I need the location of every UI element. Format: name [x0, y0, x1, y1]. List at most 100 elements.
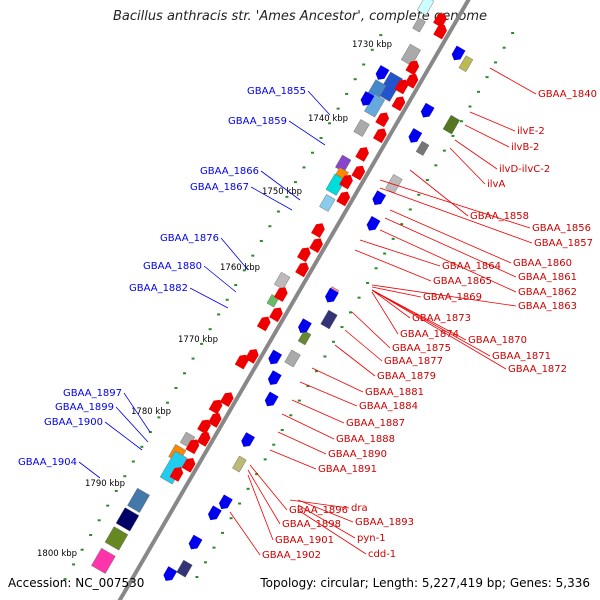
tick-right: [174, 386, 178, 389]
gene-label-right: GBAA_1881: [365, 387, 424, 398]
label-connector-right: [371, 289, 491, 357]
tick-right: [114, 489, 118, 492]
label-connector-right: [354, 249, 432, 282]
reverse-gene-arrow: [267, 370, 282, 385]
accession-label: Accession: NC_007530: [8, 576, 145, 590]
gene-label-right: GBAA_1879: [377, 371, 436, 382]
forward-gene-arrow: [405, 60, 420, 76]
forward-gene-arrow: [394, 79, 409, 95]
tick-right: [234, 284, 238, 287]
tick-left: [477, 90, 481, 93]
gene-label-right: GBAA_1865: [433, 276, 492, 287]
forward-gene-arrow: [234, 354, 249, 370]
label-connector-left: [104, 421, 143, 451]
gene-label-right: GBAA_1863: [518, 301, 577, 312]
gene-feature-block: [176, 559, 193, 578]
tick-right: [217, 313, 221, 316]
reverse-gene-arrow: [241, 432, 255, 447]
gene-label-right: pyn-1: [357, 533, 386, 544]
label-connector-right: [297, 504, 356, 539]
label-connector-right: [384, 217, 517, 278]
gene-feature-block: [442, 114, 460, 135]
label-connector-right: [359, 239, 441, 267]
tick-right: [251, 254, 255, 257]
tick-right: [191, 357, 195, 360]
gene-label-right: dra: [351, 503, 368, 514]
gene-label-right: GBAA_1887: [346, 418, 405, 429]
gene-label-left: GBAA_1859: [228, 116, 287, 127]
label-connector-right: [489, 67, 537, 95]
gene-label-left: GBAA_1876: [160, 233, 219, 244]
label-connector-right: [449, 147, 486, 185]
tick-right: [276, 210, 280, 213]
label-connector-right: [379, 179, 531, 229]
reverse-gene-arrow: [408, 128, 423, 143]
gene-feature-block: [297, 330, 312, 346]
label-connector-right: [371, 289, 411, 319]
tick-left: [383, 252, 387, 255]
gene-label-right: GBAA_1874: [400, 329, 459, 340]
reverse-gene-arrow: [451, 45, 466, 61]
kbp-label: 1730 kbp: [352, 40, 392, 50]
forward-gene-arrow: [391, 96, 406, 112]
label-connector-right: [281, 413, 335, 440]
reverse-gene-arrow: [360, 91, 375, 106]
topology-label: Topology: circular; Length: 5,227,419 bp…: [260, 576, 590, 590]
gene-label-left: GBAA_1880: [143, 261, 202, 272]
gene-label-left: GBAA_1882: [129, 283, 188, 294]
gene-feature-block: [385, 174, 403, 194]
kbp-label: 1760 kbp: [220, 263, 260, 273]
label-connector-right: [334, 344, 376, 377]
tick-right: [242, 269, 246, 272]
label-connector-right: [247, 469, 281, 525]
tick-left: [297, 399, 301, 402]
label-connector-right: [371, 291, 399, 335]
tick-left: [357, 296, 361, 299]
kbp-label: 1780 kbp: [131, 407, 171, 417]
reverse-gene-arrow: [375, 65, 390, 80]
label-connector-right: [389, 209, 512, 264]
tick-left: [306, 384, 310, 387]
gene-feature-block: [417, 0, 435, 16]
tick-right: [285, 195, 289, 198]
gene-label-right: GBAA_1875: [392, 343, 451, 354]
tick-right: [208, 328, 212, 331]
tick-left: [203, 561, 207, 564]
tick-left: [425, 179, 429, 182]
tick-right: [165, 401, 169, 404]
label-connector-left: [250, 186, 293, 211]
forward-gene-arrow: [375, 112, 390, 128]
tick-left: [255, 473, 259, 476]
gene-label-right: GBAA_1856: [532, 223, 591, 234]
tick-left: [195, 576, 199, 579]
tick-right: [200, 342, 204, 345]
forward-gene-arrow: [355, 147, 369, 162]
gene-label-right: GBAA_1871: [492, 351, 551, 362]
gene-feature-block: [319, 194, 336, 212]
tick-left: [263, 458, 267, 461]
forward-gene-arrow: [197, 419, 211, 435]
gene-label-left: GBAA_1900: [44, 417, 103, 428]
tick-left: [289, 414, 293, 417]
gene-label-left: GBAA_1904: [18, 457, 77, 468]
gene-feature-block: [412, 17, 426, 33]
gene-label-right: GBAA_1902: [262, 550, 321, 561]
label-connector-left: [78, 461, 101, 479]
label-connector-left: [220, 237, 249, 271]
forward-gene-arrow: [169, 467, 184, 482]
tick-left: [366, 281, 370, 284]
tick-left: [417, 193, 421, 196]
gene-label-right: ilvE-2: [517, 126, 545, 137]
tick-left: [272, 443, 276, 446]
forward-gene-arrow: [185, 439, 200, 455]
reverse-gene-arrow: [268, 349, 283, 365]
gene-label-right: GBAA_1890: [328, 449, 387, 460]
forward-gene-arrow: [309, 238, 323, 253]
gene-label-right: GBAA_1873: [412, 313, 471, 324]
label-connector-right: [247, 474, 274, 541]
tick-right: [259, 239, 263, 242]
tick-left: [400, 223, 404, 226]
gene-label-right: GBAA_1877: [384, 356, 443, 367]
tick-right: [345, 92, 349, 95]
